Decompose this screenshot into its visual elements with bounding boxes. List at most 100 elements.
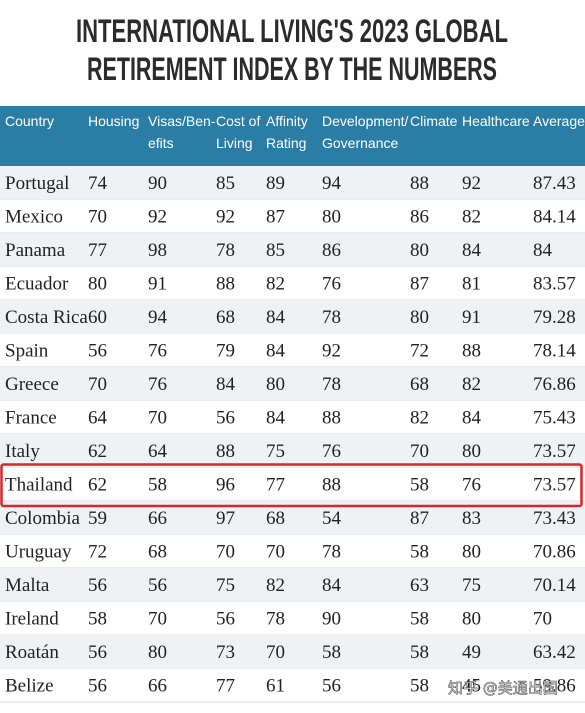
score-cell: 58 (148, 475, 167, 496)
country-name: Spain (5, 341, 49, 362)
score-cell: 59 (88, 508, 107, 529)
score-cell: 76 (148, 341, 167, 362)
score-cell: 45 (462, 676, 481, 697)
column-header: Housing (88, 113, 139, 129)
score-cell: 92 (462, 173, 481, 194)
score-cell: 68 (410, 374, 429, 395)
country-name: Panama (5, 240, 66, 261)
column-header: Living (216, 135, 253, 151)
score-cell: 82 (410, 408, 429, 429)
country-name: Ireland (5, 609, 59, 630)
score-cell: 98 (148, 240, 167, 261)
score-cell: 58 (410, 642, 429, 663)
score-cell: 87 (410, 274, 429, 295)
score-cell: 92 (148, 207, 167, 228)
score-cell: 61 (266, 676, 285, 697)
score-cell: 94 (322, 173, 342, 194)
score-cell: 76 (322, 441, 341, 462)
score-cell: 70.14 (533, 575, 576, 596)
score-cell: 87.43 (533, 173, 576, 194)
score-cell: 70 (148, 609, 167, 630)
score-cell: 66 (148, 676, 167, 697)
score-cell: 82 (462, 207, 481, 228)
score-cell: 70 (88, 207, 107, 228)
table-body: Portugal 74 90 85 89 94 88 92 87.43 Mexico 70 92 92 8… (0, 166, 585, 703)
country-name: Roatán (5, 642, 59, 663)
score-cell: 56 (88, 575, 107, 596)
score-cell: 90 (148, 173, 167, 194)
score-cell: 68 (216, 307, 235, 328)
score-cell: 80 (266, 374, 285, 395)
score-cell: 80 (462, 609, 481, 630)
score-cell: 59.86 (533, 676, 576, 697)
score-cell: 84 (216, 374, 236, 395)
score-cell: 56 (216, 408, 235, 429)
score-cell: 80 (462, 542, 481, 563)
score-cell: 75 (462, 575, 481, 596)
row-band (0, 601, 585, 635)
score-cell: 82 (266, 575, 285, 596)
score-cell: 70 (148, 408, 167, 429)
score-cell: 63.42 (533, 642, 576, 663)
header-band (0, 106, 585, 166)
score-cell: 85 (266, 240, 285, 261)
column-header: Visas/Ben- (148, 113, 216, 129)
row-highlight (0, 463, 583, 508)
score-cell: 87 (266, 207, 285, 228)
country-name: Colombia (5, 508, 81, 529)
score-cell: 63 (410, 575, 429, 596)
column-header: efits (148, 135, 174, 151)
score-cell: 54 (322, 508, 342, 529)
score-cell: 58 (410, 609, 429, 630)
score-cell: 88 (322, 408, 341, 429)
country-name: Greece (5, 374, 59, 395)
country-name: Thailand (5, 475, 73, 496)
column-header: Climate (410, 113, 458, 129)
score-cell: 64 (88, 408, 108, 429)
score-cell: 74 (88, 173, 108, 194)
score-cell: 82 (266, 274, 285, 295)
score-cell: 82 (462, 374, 481, 395)
column-header: Rating (266, 135, 306, 151)
score-cell: 84 (266, 341, 286, 362)
country-name: Malta (5, 575, 50, 596)
score-cell: 85 (216, 173, 235, 194)
score-cell: 72 (410, 341, 429, 362)
score-cell: 73.57 (533, 475, 576, 496)
score-cell: 77 (88, 240, 107, 261)
row-band (0, 233, 585, 267)
score-cell: 70.86 (533, 542, 576, 563)
score-cell: 58 (410, 676, 429, 697)
score-cell: 56 (88, 676, 107, 697)
country-name: Italy (5, 441, 40, 462)
score-cell: 49 (462, 642, 481, 663)
score-cell: 75 (266, 441, 285, 462)
score-cell: 56 (322, 676, 341, 697)
score-cell: 94 (148, 307, 168, 328)
score-cell: 81 (462, 274, 481, 295)
score-cell: 84 (266, 408, 286, 429)
score-cell: 78 (266, 609, 285, 630)
row-band (0, 166, 585, 200)
row-band (0, 635, 585, 669)
score-cell: 78 (322, 307, 341, 328)
column-header: Average (533, 113, 585, 129)
score-cell: 80 (462, 441, 481, 462)
row-band (0, 668, 585, 702)
country-name: Costa Rica (5, 307, 88, 328)
score-cell: 80 (410, 240, 429, 261)
column-header: Cost of (216, 113, 260, 129)
score-cell: 68 (148, 542, 167, 563)
score-cell: 72 (88, 542, 107, 563)
score-cell: 66 (148, 508, 167, 529)
country-name: Ecuador (5, 274, 69, 295)
score-cell: 84 (462, 408, 482, 429)
score-cell: 76.86 (533, 374, 576, 395)
score-cell: 83.57 (533, 274, 576, 295)
country-name: France (5, 408, 57, 429)
score-cell: 70 (533, 609, 552, 630)
score-cell: 84.14 (533, 207, 576, 228)
score-cell: 88 (410, 173, 429, 194)
score-cell: 92 (322, 341, 341, 362)
